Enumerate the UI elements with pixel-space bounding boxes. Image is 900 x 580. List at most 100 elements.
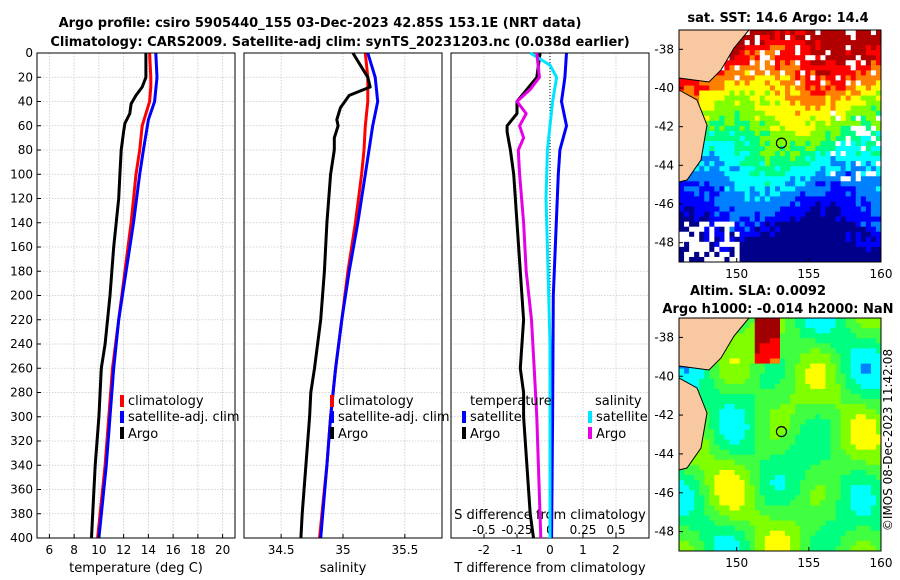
map-cell (704, 515, 710, 522)
map-cell (774, 449, 781, 456)
map-cell (825, 475, 831, 481)
map-cell (764, 424, 771, 430)
map-cell (870, 130, 877, 137)
map-cell (764, 241, 771, 248)
map-cell (785, 186, 791, 192)
map-cell (795, 545, 801, 552)
map-cell (855, 120, 862, 127)
map-cell (855, 171, 862, 177)
map-cell (850, 55, 857, 61)
map-cell (684, 226, 690, 233)
map-cell (774, 105, 781, 112)
map-cell (805, 520, 811, 527)
map-cell (749, 464, 756, 471)
map-cell (850, 140, 857, 147)
map-cell (795, 45, 801, 51)
map-cell (830, 414, 836, 420)
map-cell (739, 236, 746, 243)
map-cell (754, 404, 761, 410)
map-cell (840, 444, 847, 451)
map-cell (840, 251, 847, 258)
map-cell (810, 358, 816, 364)
map-cell (719, 490, 725, 496)
map-cell (800, 363, 806, 370)
map-cell (714, 216, 720, 223)
map-cell (724, 140, 730, 147)
map-cell (830, 475, 836, 481)
map-cell (875, 246, 882, 253)
map-cell (850, 434, 857, 440)
map-cell (769, 439, 776, 446)
map-cell (830, 70, 836, 76)
map-cell (774, 378, 781, 385)
map-cell (769, 393, 776, 400)
map-cell (855, 535, 862, 542)
map-cell (865, 469, 872, 476)
map-cell (845, 383, 852, 390)
legend-label-argo: Argo (128, 427, 158, 442)
map-cell (754, 30, 761, 36)
map-cell (870, 373, 877, 380)
map-cell (870, 231, 877, 238)
map-cell (870, 409, 877, 415)
map-cell (850, 216, 857, 223)
map-cell (805, 409, 811, 415)
map-cell (785, 500, 791, 506)
map-cell (739, 125, 746, 132)
map-cell (759, 333, 766, 339)
map-cell (840, 318, 847, 324)
map-cell (845, 525, 852, 532)
map-cell (759, 90, 766, 96)
map-cell (800, 251, 806, 258)
map-cell (795, 50, 801, 56)
map-cell (825, 125, 831, 132)
map-cell (865, 30, 872, 36)
map-cell (820, 125, 826, 132)
map-cell (780, 140, 786, 147)
map-cell (835, 333, 841, 339)
map-cell (780, 363, 786, 370)
map-cell (764, 166, 771, 172)
map-cell (719, 500, 725, 506)
map-cell (769, 520, 776, 527)
map-cell (865, 323, 872, 329)
map-cell (774, 216, 781, 223)
map-cell (744, 196, 751, 202)
map-cell (785, 333, 791, 339)
map-cell (780, 368, 786, 375)
map-cell (875, 161, 882, 167)
map-cell (815, 449, 821, 456)
map-cell (714, 166, 720, 172)
map-cell (694, 378, 700, 385)
map-cell (860, 525, 867, 532)
map-cell (785, 545, 791, 552)
map-cell (805, 535, 811, 542)
map-cell (875, 95, 882, 102)
map-cell (810, 500, 816, 506)
map-cell (759, 120, 766, 127)
map-cell (845, 424, 852, 430)
map-cell (835, 338, 841, 344)
map-cell (820, 216, 826, 223)
map-cell (699, 520, 705, 527)
map-cell (825, 236, 831, 243)
map-cell (875, 434, 882, 440)
map-cell (875, 409, 882, 415)
map-cell (785, 429, 791, 435)
map-cell (754, 505, 761, 511)
sla-map-title-line1: Altim. SLA: 0.0092 (690, 284, 826, 299)
map-cell (865, 211, 872, 218)
map-cell (785, 383, 791, 390)
map-cell (790, 120, 796, 127)
map-cell (870, 251, 877, 258)
map-cell (855, 110, 862, 117)
map-cell (739, 181, 746, 187)
map-cell (704, 520, 710, 527)
map-cell (739, 363, 746, 370)
map-cell (855, 419, 862, 425)
map-cell (850, 383, 857, 390)
map-cell (729, 95, 735, 102)
map-cell (795, 130, 801, 137)
map-cell (734, 236, 740, 243)
map-cell (845, 70, 852, 76)
